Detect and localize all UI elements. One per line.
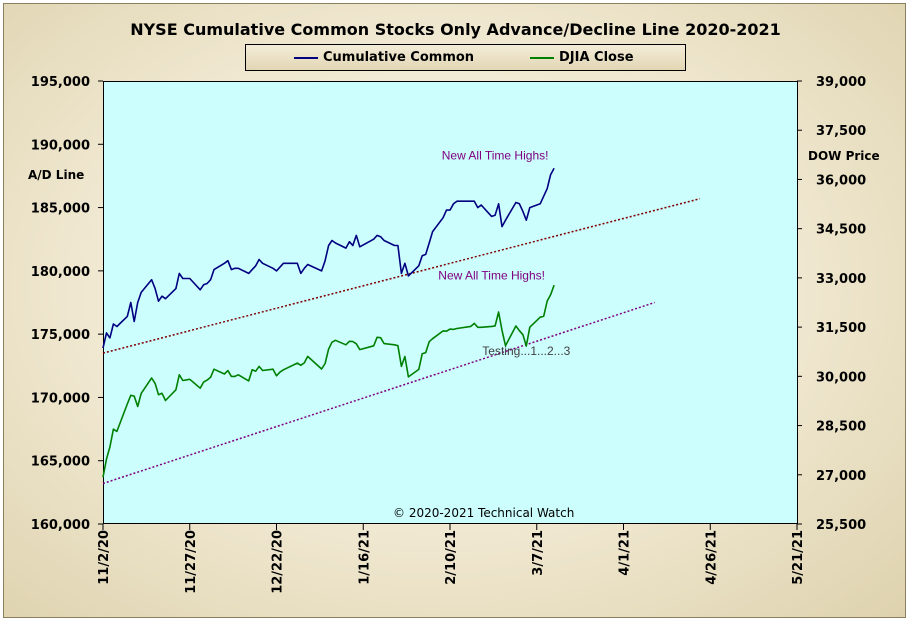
right-axis-tick-label: 39,000 <box>816 75 866 90</box>
x-axis-tick-label: 5/21/21 <box>791 530 806 585</box>
left-axis-tick-label: 190,000 <box>31 138 90 153</box>
annotation-2: New All Time Highs! <box>438 269 545 283</box>
x-axis-tick-label: 4/1/21 <box>618 530 633 576</box>
annotation-3: Testing...1...2...3 <box>482 344 570 358</box>
right-axis-tick-label: 37,500 <box>816 124 866 139</box>
legend-entry-cumulative-common: Cumulative Common <box>294 50 474 65</box>
legend-label-djia-close: DJIA Close <box>559 50 634 65</box>
trendline-2 <box>102 301 655 485</box>
series-line-djia-close <box>102 284 555 478</box>
right-axis-tick-label: 31,500 <box>816 321 866 336</box>
x-axis-tick-label: 2/10/21 <box>444 530 459 585</box>
trendline-1 <box>102 197 701 354</box>
plot-area <box>103 81 798 524</box>
left-axis-tick-label: 165,000 <box>31 455 90 470</box>
right-axis-tick-label: 36,000 <box>816 173 866 188</box>
right-axis-tick-label: 34,500 <box>816 223 866 238</box>
left-axis-tick-label: 195,000 <box>31 75 90 90</box>
left-axis-tick-label: 180,000 <box>31 265 90 280</box>
left-axis-tick-label: 175,000 <box>31 328 90 343</box>
annotation-1: New All Time Highs! <box>442 148 549 162</box>
legend-swatch-cumulative-common <box>294 56 318 59</box>
left-axis-tick-label: 170,000 <box>31 391 90 406</box>
legend-swatch-djia-close <box>530 56 554 59</box>
left-axis-tick-label: 185,000 <box>31 202 90 217</box>
right-axis-tick-label: 28,500 <box>816 420 866 435</box>
left-axis-label: A/D Line <box>28 168 85 182</box>
right-axis-tick-label: 27,000 <box>816 469 866 484</box>
x-axis-tick-label: 4/26/21 <box>704 530 719 585</box>
x-axis-tick-label: 12/22/20 <box>271 530 286 594</box>
legend: Cumulative Common DJIA Close <box>245 44 686 71</box>
series-line-cumulative-common <box>102 167 555 349</box>
x-axis-tick-label: 3/7/21 <box>531 530 546 576</box>
chart-title: NYSE Cumulative Common Stocks Only Advan… <box>130 20 781 39</box>
right-axis-tick-label: 33,000 <box>816 272 866 287</box>
left-axis-tick-label: 160,000 <box>31 518 90 533</box>
legend-label-cumulative-common: Cumulative Common <box>323 50 475 65</box>
x-axis-tick-label: 11/27/20 <box>184 530 199 594</box>
right-axis-tick-label: 25,500 <box>816 518 866 533</box>
x-axis-tick-label: 11/2/20 <box>97 530 112 585</box>
right-axis-label: DOW Price <box>808 149 880 163</box>
legend-entry-djia-close: DJIA Close <box>530 50 634 65</box>
chart-credit: © 2020-2021 Technical Watch <box>393 506 575 520</box>
x-axis-tick-label: 1/16/21 <box>357 530 372 585</box>
right-axis-tick-label: 30,000 <box>816 370 866 385</box>
